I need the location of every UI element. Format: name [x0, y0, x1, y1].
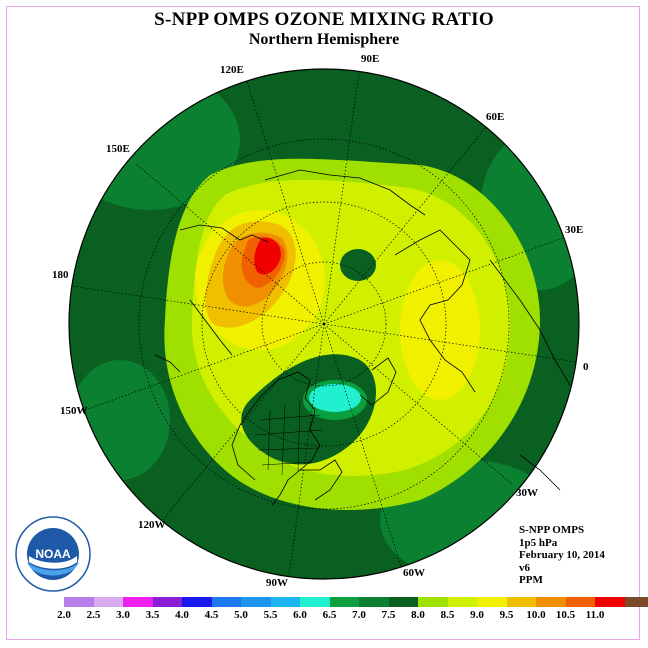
legend-tick-label: 4.0: [175, 609, 189, 621]
legend-swatch: [565, 597, 595, 607]
legend-swatch: [123, 597, 153, 607]
legend-tick-label: 4.5: [204, 609, 219, 621]
legend-swatch: [241, 597, 271, 607]
legend-swatch: [329, 597, 359, 607]
legend-swatch: [595, 597, 625, 607]
lon-label-30w: 30W: [516, 487, 538, 499]
graticule: [71, 72, 577, 576]
legend-tick-label: 7.5: [381, 609, 396, 621]
lon-label-180: 180: [52, 269, 69, 281]
noaa-logo-text: NOAA: [35, 547, 71, 561]
lon-label-120w: 120W: [138, 519, 166, 531]
legend-tick-label: 3.5: [145, 609, 160, 621]
legend-swatch: [64, 597, 94, 607]
noaa-logo: NOAA: [15, 516, 91, 592]
legend-swatch: [211, 597, 241, 607]
map-title: S-NPP OMPS OZONE MIXING RATIO: [154, 9, 494, 30]
us-state-lines: [254, 399, 323, 476]
product-info: S-NPP OMPS 1p5 hPa February 10, 2014 v6 …: [519, 524, 605, 587]
lon-label-0: 0: [583, 361, 589, 373]
legend-swatch: [418, 597, 448, 607]
legend-swatch: [359, 597, 389, 607]
lon-label-30e: 30E: [565, 224, 583, 236]
lon-label-90w: 90W: [266, 577, 288, 589]
info-version: v6: [519, 561, 530, 574]
legend-tick-label: 2.0: [57, 609, 71, 621]
info-instrument: S-NPP OMPS: [519, 524, 585, 536]
color-legend: [64, 597, 648, 607]
legend-swatch: [152, 597, 182, 607]
legend-tick-label: 6.5: [322, 609, 337, 621]
legend-tick-label: 8.5: [440, 609, 455, 621]
coastlines: [154, 169, 571, 506]
legend-swatch: [447, 597, 477, 607]
legend-tick-label: 10.0: [526, 609, 546, 621]
map-subtitle: Northern Hemisphere: [248, 31, 400, 48]
legend-swatch: [506, 597, 536, 607]
lon-label-60e: 60E: [486, 111, 504, 123]
legend-tick-label: 9.0: [470, 609, 484, 621]
legend-tick-label: 10.5: [555, 609, 576, 621]
info-date: February 10, 2014: [519, 549, 605, 562]
legend-tick-label: 5.5: [263, 609, 278, 621]
info-units: PPM: [519, 574, 543, 587]
legend-swatch: [624, 597, 648, 607]
legend-swatch: [182, 597, 212, 607]
info-level: 1p5 hPa: [519, 536, 558, 549]
legend-swatch: [300, 597, 330, 607]
legend-tick-label: 11.0: [585, 609, 605, 621]
legend-swatch: [93, 597, 123, 607]
legend-tick-label: 6.0: [293, 609, 307, 621]
legend-ticks: 2.0 2.5 3.0 3.5 4.0 4.5 5.0 5.5 6.0 6.5 7.0 7.5 8.0 8…: [0, 609, 648, 623]
ozone-field: [69, 69, 579, 579]
legend-tick-label: 5.0: [234, 609, 248, 621]
lon-label-150w: 150W: [60, 405, 88, 417]
legend-swatch: [270, 597, 300, 607]
legend-tick-label: 2.5: [86, 609, 101, 621]
lon-label-150e: 150E: [106, 143, 130, 155]
legend-swatch: [477, 597, 507, 607]
legend-tick-label: 3.0: [116, 609, 130, 621]
legend-tick-label: 9.5: [499, 609, 514, 621]
legend-tick-label: 7.0: [352, 609, 366, 621]
legend-tick-label: 8.0: [411, 609, 425, 621]
legend-swatch: [388, 597, 418, 607]
plot-frame: [6, 6, 640, 640]
legend-swatch: [536, 597, 566, 607]
lon-label-60w: 60W: [403, 567, 425, 579]
map-boundary: [68, 68, 580, 580]
lon-label-90e: 90E: [361, 53, 379, 65]
lon-label-120e: 120E: [220, 64, 244, 76]
